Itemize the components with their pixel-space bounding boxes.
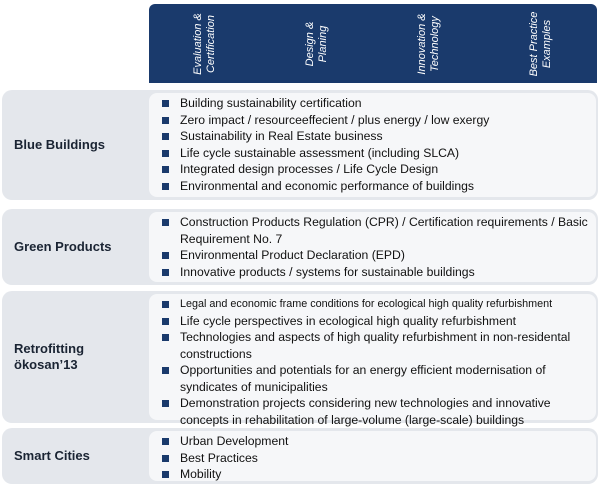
item-text: Opportunities and potentials for an ener… [180,363,546,394]
square-bullet-icon [162,149,169,157]
list-item: Urban Development [159,433,592,450]
list-item: Environmental Product Declaration (EPD) [159,247,592,264]
group-label-container: Smart Cities [2,428,149,484]
square-bullet-icon [162,252,169,259]
square-bullet-icon [162,301,169,308]
column-header-design: Design & Planing [261,4,373,83]
group-label-container: Retrofitting ökosan’13 [2,291,149,423]
square-bullet-icon [162,219,169,226]
group-blue-buildings: Blue Buildings Building sustainability c… [2,90,598,200]
item-text: Urban Development [180,434,289,448]
item-list: Building sustainability certification Ze… [159,95,592,194]
list-item: Construction Products Regulation (CPR) /… [159,214,592,247]
group-label-container: Green Products [2,209,149,285]
square-bullet-icon [162,471,169,478]
column-header-label: Innovation & Technology [416,13,441,75]
list-item: Life cycle perspectives in ecological hi… [159,313,592,330]
square-bullet-icon [162,182,169,190]
square-bullet-icon [162,400,169,407]
item-text: Technologies and aspects of high quality… [180,330,571,361]
list-item: Environmental and economic performance o… [159,178,592,195]
list-item: Opportunities and potentials for an ener… [159,362,592,395]
group-smart-cities: Smart Cities Urban Development Best Prac… [2,428,598,484]
item-text: Sustainability in Real Estate business [180,129,383,143]
column-header-evaluation: Evaluation & Certification [149,4,261,83]
group-label: Blue Buildings [14,137,105,152]
group-panel [149,93,596,197]
list-item: Legal and economic frame conditions for … [159,296,592,313]
group-label: Green Products [14,239,112,254]
group-label: Smart Cities [14,448,90,463]
column-header-label: Design & Planing [304,21,329,67]
item-list: Construction Products Regulation (CPR) /… [159,214,592,280]
square-bullet-icon [162,116,169,124]
list-item: Building sustainability certification [159,95,592,112]
item-text: Life cycle sustainable assessment (inclu… [180,145,460,160]
square-bullet-icon [162,367,169,374]
group-retrofitting: Retrofitting ökosan’13 Legal and economi… [2,291,598,427]
square-bullet-icon [162,166,169,173]
item-text: Zero impact / resourceeffecient / plus e… [180,112,490,127]
item-text: Mobility [180,467,222,481]
item-text: Construction Products Regulation (CPR) /… [180,215,588,246]
item-text: Building sustainability certification [180,96,362,110]
list-item: Technologies and aspects of high quality… [159,329,592,362]
item-text: Best Practices [180,450,258,465]
item-text: Life cycle perspectives in ecological hi… [180,313,517,328]
item-text: Legal and economic frame conditions for … [180,298,553,310]
item-text: Environmental and economic performance o… [180,178,475,193]
group-panel [149,431,596,481]
list-item: Demonstration projects considering new t… [159,395,592,428]
group-green-products: Green Products Construction Products Reg… [2,209,598,285]
column-header-label: Best Practice Examples [528,11,553,77]
square-bullet-icon [162,454,169,462]
square-bullet-icon [162,100,169,107]
list-item: Mobility [159,466,592,483]
list-item: Integrated design processes / Life Cycle… [159,161,592,178]
square-bullet-icon [162,268,169,276]
group-label: Retrofitting ökosan’13 [14,341,85,372]
item-text: Integrated design processes / Life Cycle… [180,162,439,176]
list-item: Sustainability in Real Estate business [159,128,592,145]
column-header-best-practice: Best Practice Examples [485,4,597,83]
square-bullet-icon [162,438,169,445]
item-text: Environmental Product Declaration (EPD) [180,248,405,262]
group-label-container: Blue Buildings [2,90,149,200]
square-bullet-icon [162,133,169,140]
list-item: Best Practices [159,450,592,467]
item-text: Innovative products / systems for sustai… [180,264,475,279]
square-bullet-icon [162,334,169,341]
column-header-innovation: Innovation & Technology [373,4,485,83]
group-panel [149,294,596,420]
header-band: Evaluation & Certification Design & Plan… [149,4,597,83]
item-list: Urban Development Best Practices Mobilit… [159,433,592,483]
item-text: Demonstration projects considering new t… [180,396,551,427]
column-header-label: Evaluation & Certification [192,13,217,75]
item-list: Legal and economic frame conditions for … [159,296,592,428]
list-item: Life cycle sustainable assessment (inclu… [159,145,592,162]
list-item: Zero impact / resourceeffecient / plus e… [159,112,592,129]
square-bullet-icon [162,317,169,325]
group-panel [149,212,596,282]
list-item: Innovative products / systems for sustai… [159,264,592,281]
